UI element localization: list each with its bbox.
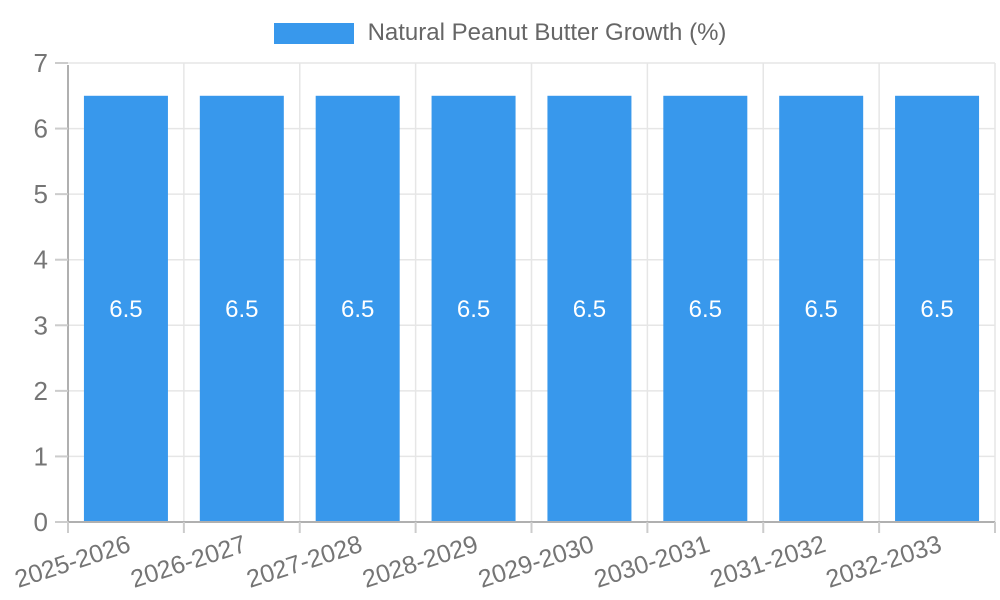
bar-2031-2032 — [779, 95, 864, 523]
bar-value-label: 6.5 — [341, 296, 374, 323]
bar-value-label: 6.5 — [109, 296, 142, 323]
bar-2025-2026 — [83, 95, 168, 523]
x-axis-tick-label[interactable]: 2028-2029 — [359, 530, 481, 594]
y-axis-tick-label: 7 — [34, 48, 48, 78]
bar-value-label: 6.5 — [805, 296, 838, 323]
x-axis-tick-label[interactable]: 2031-2032 — [707, 530, 829, 594]
x-axis-tick-label[interactable]: 2027-2028 — [243, 530, 365, 594]
x-axis-tick-label[interactable]: 2025-2026 — [11, 530, 133, 594]
bar-2028-2029 — [431, 95, 516, 523]
bar-2029-2030 — [547, 95, 632, 523]
x-axis-tick-label[interactable]: 2029-2030 — [475, 530, 597, 594]
bar-value-label: 6.5 — [457, 296, 490, 323]
chart-legend[interactable]: Natural Peanut Butter Growth (%) — [0, 20, 1000, 46]
x-axis-tick-label[interactable]: 2032-2033 — [823, 530, 945, 594]
bar-value-label: 6.5 — [225, 296, 258, 323]
bar-2030-2031 — [663, 95, 748, 523]
y-axis-tick-label: 1 — [34, 441, 48, 471]
y-axis-tick-label: 2 — [34, 376, 48, 406]
bar-value-label: 6.5 — [689, 296, 722, 323]
legend-swatch — [273, 22, 354, 44]
bar-2027-2028 — [315, 95, 400, 523]
bar-2026-2027 — [199, 95, 284, 523]
y-axis-tick-label: 3 — [34, 310, 48, 340]
x-axis-tick-label[interactable]: 2030-2031 — [591, 530, 713, 594]
bar-2032-2033 — [895, 95, 980, 523]
x-axis-tick-label[interactable]: 2026-2027 — [127, 530, 249, 594]
y-axis-tick-label: 4 — [34, 245, 48, 275]
y-axis-tick-label: 0 — [34, 507, 48, 537]
bar-value-label: 6.5 — [573, 296, 606, 323]
bar-value-label: 6.5 — [920, 296, 953, 323]
legend-label: Natural Peanut Butter Growth (%) — [367, 19, 727, 46]
y-axis-tick-label: 6 — [34, 114, 48, 144]
y-axis-tick-label: 5 — [34, 179, 48, 209]
